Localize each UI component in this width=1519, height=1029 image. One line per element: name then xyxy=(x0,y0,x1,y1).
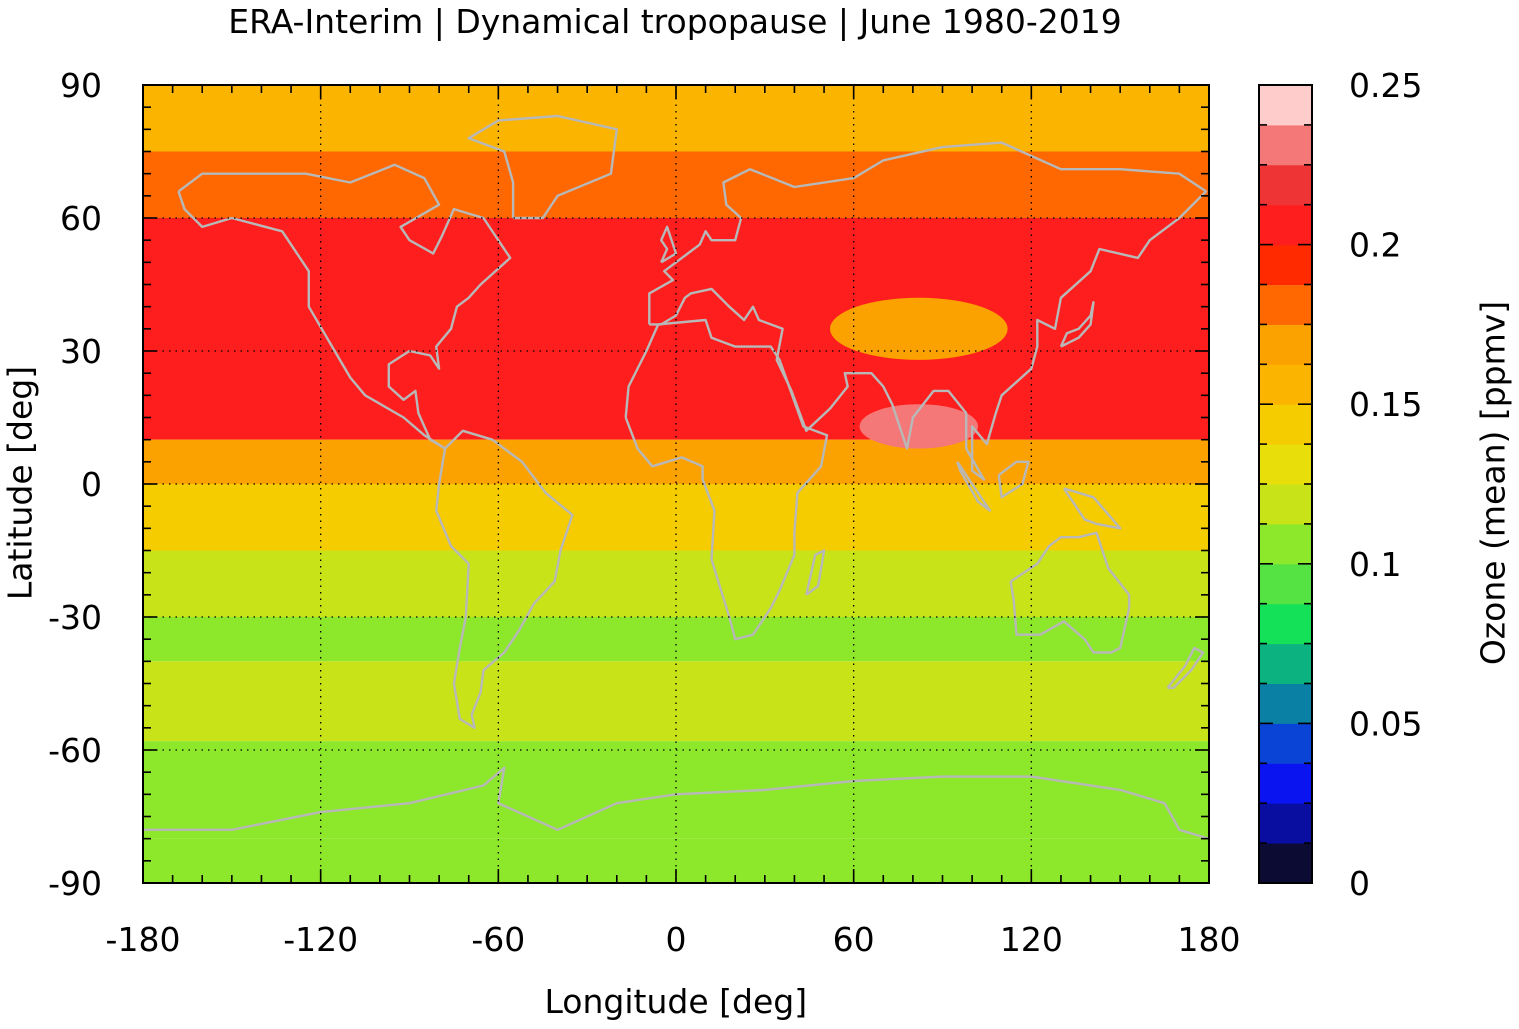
colorbar-segment xyxy=(1259,204,1312,246)
x-tick-labels: -180 -120 -60 0 60 120 180 xyxy=(106,920,1241,959)
colorbar-segment xyxy=(1259,523,1312,565)
ozone-band xyxy=(143,741,1209,839)
y-tick-label: -90 xyxy=(48,864,102,903)
ozone-feature xyxy=(829,297,1008,360)
y-tick-label: 0 xyxy=(81,465,102,504)
colorbar-segment xyxy=(1259,763,1312,804)
y-tick-label: -30 xyxy=(48,598,102,637)
colorbar xyxy=(1258,84,1313,884)
colorbar-tick-label: 0.25 xyxy=(1349,66,1422,105)
colorbar-segment xyxy=(1259,164,1312,206)
axis-ticks xyxy=(142,84,1210,884)
y-axis-label: Latitude [deg] xyxy=(0,365,40,601)
coastline xyxy=(143,766,1209,840)
coastline xyxy=(660,225,678,264)
colorbar-tick-label: 0.1 xyxy=(1349,545,1401,584)
coastline xyxy=(1009,531,1131,654)
x-tick-label: -180 xyxy=(106,920,181,959)
colorbar-tick-label: 0.15 xyxy=(1349,385,1422,424)
ozone-band xyxy=(143,661,1209,742)
colorbar-segment xyxy=(1259,643,1312,684)
colorbar-label: Ozone (mean) [ppmv] xyxy=(1473,300,1513,666)
coastline xyxy=(1062,487,1122,530)
colorbar-segment xyxy=(1259,404,1312,445)
chart-title: ERA-Interim | Dynamical tropopause | Jun… xyxy=(228,2,1122,41)
colorbar-segment xyxy=(1259,124,1312,166)
x-tick-label: -60 xyxy=(471,920,525,959)
y-tick-labels: 90 60 30 0 -30 -60 -90 xyxy=(48,66,102,903)
colorbar-segment xyxy=(1259,803,1312,844)
grid-lines xyxy=(143,85,1209,883)
coastline xyxy=(956,461,992,512)
ozone-feature xyxy=(157,284,306,351)
colorbar-tick-labels: 0.25 0.2 0.15 0.1 0.05 0 xyxy=(1349,66,1422,903)
coastline xyxy=(997,460,1030,499)
coastlines xyxy=(143,114,1209,840)
colorbar-tick-label: 0.2 xyxy=(1349,226,1401,265)
ozone-feature xyxy=(972,218,1121,307)
colorbar-segment xyxy=(1259,563,1312,605)
y-tick-label: 90 xyxy=(60,66,102,105)
x-tick-label: 120 xyxy=(1000,920,1063,959)
colorbar-tick-label: 0.05 xyxy=(1349,704,1422,743)
coastline xyxy=(1059,301,1095,348)
coastline xyxy=(624,318,829,641)
colorbar-segment xyxy=(1259,723,1312,764)
ozone-feature xyxy=(859,404,979,449)
ozone-feature xyxy=(498,262,632,343)
x-tick-label: 0 xyxy=(666,920,687,959)
ozone-band xyxy=(143,151,1209,218)
coastline xyxy=(435,429,574,729)
ozone-band xyxy=(143,617,1209,662)
colorbar-segment xyxy=(1259,683,1312,724)
colorbar-segment xyxy=(1259,284,1312,325)
x-tick-label: 60 xyxy=(833,920,875,959)
colorbar-segment xyxy=(1259,484,1312,525)
colorbar-tick-label: 0 xyxy=(1349,864,1370,903)
colorbar-segment xyxy=(1259,444,1312,485)
colorbar-segment xyxy=(1259,85,1312,126)
y-tick-label: 30 xyxy=(60,332,102,371)
ozone-band xyxy=(143,439,1209,484)
y-tick-label: 60 xyxy=(60,199,102,238)
colorbar-segment xyxy=(1259,324,1312,365)
coastline xyxy=(467,114,618,220)
coastline xyxy=(648,141,1208,481)
y-tick-label: -60 xyxy=(48,731,102,770)
coastline xyxy=(1166,646,1205,690)
coastline xyxy=(177,163,512,450)
x-tick-label: -120 xyxy=(283,920,358,959)
x-tick-label: 180 xyxy=(1178,920,1241,959)
colorbar-segment xyxy=(1259,603,1312,645)
colorbar-segment xyxy=(1259,364,1312,405)
colorbar-segment xyxy=(1259,244,1312,285)
colorbar-segment xyxy=(1259,843,1312,884)
x-axis-label: Longitude [deg] xyxy=(544,982,808,1021)
coastline xyxy=(805,549,826,596)
